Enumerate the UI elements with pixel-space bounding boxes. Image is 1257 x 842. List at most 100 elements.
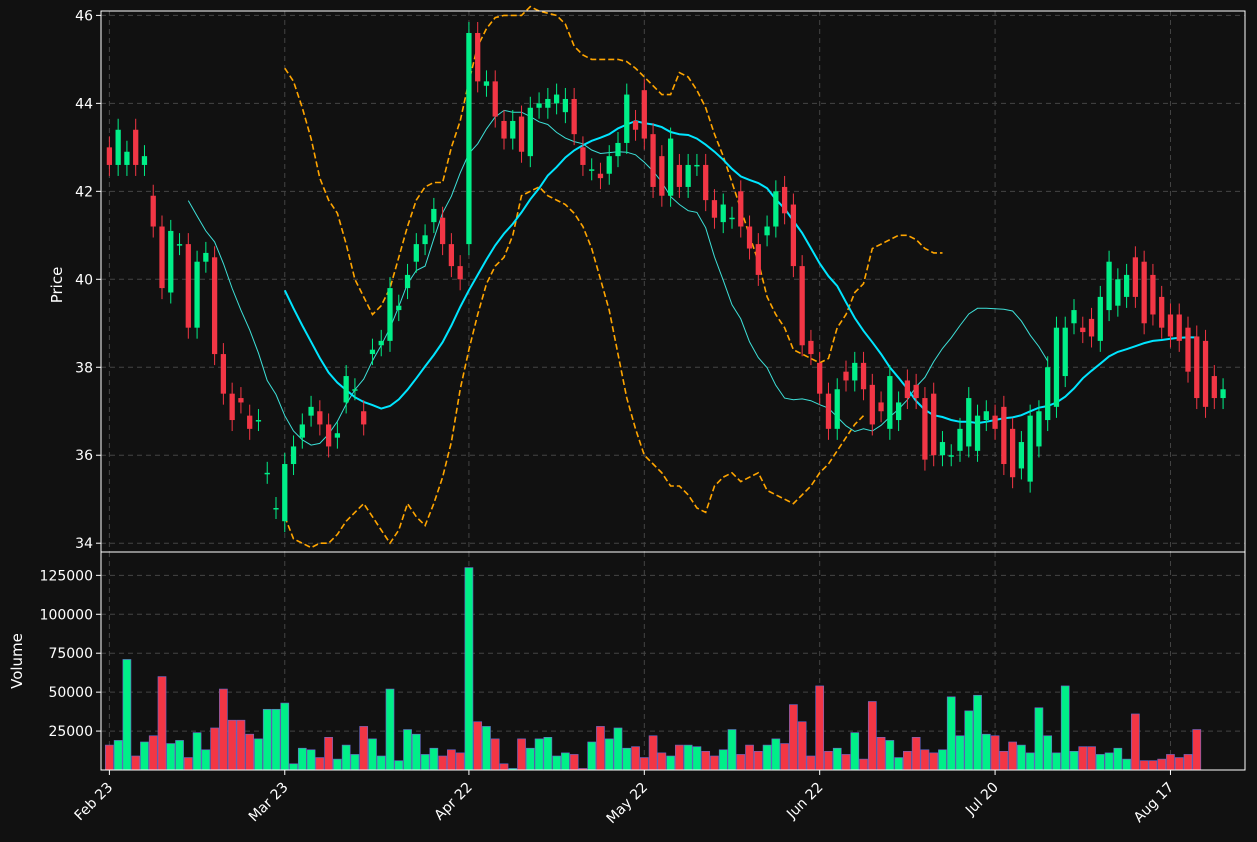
volume-bar-down <box>797 721 807 771</box>
candle-down <box>755 244 761 275</box>
volume-bar-up <box>280 702 290 771</box>
candle-up <box>176 244 183 246</box>
volume-bar-down <box>639 757 649 771</box>
candle-up <box>834 389 840 429</box>
candle-down <box>746 226 753 249</box>
volume-bar-up <box>552 755 561 771</box>
volume-bar-up <box>289 763 298 771</box>
candle-up <box>536 103 542 108</box>
volume-bar-up <box>762 744 772 771</box>
candle-up <box>685 164 691 187</box>
candle-up <box>273 508 279 510</box>
volume-bar-up <box>938 749 947 771</box>
candle-up <box>352 389 358 391</box>
bollinger-upper-line <box>284 5 943 364</box>
volume-bar-up <box>464 567 474 771</box>
volume-bar-down <box>473 721 483 771</box>
candle-down <box>913 384 919 399</box>
price-tick-label: 40 <box>75 272 93 288</box>
candle-down <box>150 195 156 227</box>
price-tick-label: 44 <box>75 96 93 112</box>
candle-down <box>711 200 718 218</box>
candle-up <box>527 107 533 157</box>
volume-bar-up <box>254 738 263 771</box>
volume-bar-up <box>166 743 176 771</box>
candle-up <box>694 164 700 167</box>
volume-bar-down <box>245 733 255 771</box>
volume-bar-up <box>850 732 860 771</box>
candle-up <box>431 208 437 223</box>
candle-up <box>255 420 262 422</box>
volume-bar-up <box>534 738 544 771</box>
volume-bar-down <box>745 744 754 771</box>
sma-slow-line <box>283 119 1197 425</box>
volume-bar-down <box>183 757 193 771</box>
volume-bar-down <box>447 749 456 771</box>
volume-bar-down <box>1008 741 1017 771</box>
candle-down <box>860 362 867 390</box>
price-tick-label: 46 <box>75 8 93 24</box>
candle-up <box>378 340 384 346</box>
candle-up <box>764 226 770 236</box>
candle-up <box>290 446 297 465</box>
candle-up <box>729 217 735 220</box>
candle-up <box>115 129 121 165</box>
volume-bar-down <box>227 719 237 771</box>
volume-bar-up <box>411 733 421 771</box>
candle-down <box>501 120 507 139</box>
volume-bar-up <box>718 749 728 771</box>
volume-bar-up <box>832 747 842 771</box>
volume-bar-down <box>596 726 605 771</box>
candle-down <box>808 340 814 355</box>
volume-bar-up <box>1113 747 1123 771</box>
volume-bar-up <box>175 740 184 771</box>
candle-down <box>1132 257 1139 297</box>
volume-bar-down <box>1166 754 1175 771</box>
volume-bar-up <box>955 735 965 771</box>
volume-bar-down <box>867 701 877 771</box>
volume-bar-down <box>569 754 579 771</box>
volume-tick-label: 25000 <box>48 724 93 740</box>
volume-bar-up <box>613 727 623 771</box>
bollinger-bands <box>284 5 943 549</box>
candle-up <box>264 472 270 475</box>
candle-up <box>948 455 954 457</box>
candle-down <box>1088 318 1095 337</box>
volume-bar-up <box>122 659 132 771</box>
candle-up <box>404 274 411 289</box>
volume-bar-up <box>394 760 404 771</box>
candle-up <box>141 156 148 165</box>
candle-down <box>448 244 455 267</box>
candle-up <box>887 376 893 429</box>
volume-bar-up <box>964 710 974 771</box>
candle-down <box>580 147 586 165</box>
candle-down <box>676 164 683 187</box>
volume-bar-down <box>105 744 114 771</box>
candle-down <box>247 415 253 429</box>
candle-down <box>1194 336 1200 399</box>
volume-bar-down <box>876 736 886 771</box>
volume-bar-up <box>1025 752 1035 771</box>
candle-up <box>510 120 516 139</box>
volume-bar-up <box>192 732 202 771</box>
volume-bar-up <box>376 755 386 771</box>
volume-bar-down <box>359 726 369 771</box>
volume-bar-up <box>420 754 430 771</box>
volume-tick-label: 75000 <box>48 646 93 662</box>
candle-up <box>939 442 946 456</box>
volume-bar-up <box>1060 685 1070 771</box>
price-tick-label: 36 <box>75 448 93 464</box>
candle-down <box>229 393 235 421</box>
candle-down <box>650 134 656 187</box>
candle-down <box>1001 406 1007 465</box>
candle-up <box>343 376 349 403</box>
price-axis-label: Price <box>48 267 66 304</box>
candle-down <box>931 393 937 456</box>
volume-bar-down <box>824 751 833 771</box>
volume-bar-up <box>973 694 982 771</box>
candle-up <box>1053 327 1060 407</box>
volume-bar-up <box>692 746 702 771</box>
volume-bar-down <box>315 757 325 771</box>
candle-down <box>492 81 498 117</box>
candle-down <box>1167 314 1174 337</box>
